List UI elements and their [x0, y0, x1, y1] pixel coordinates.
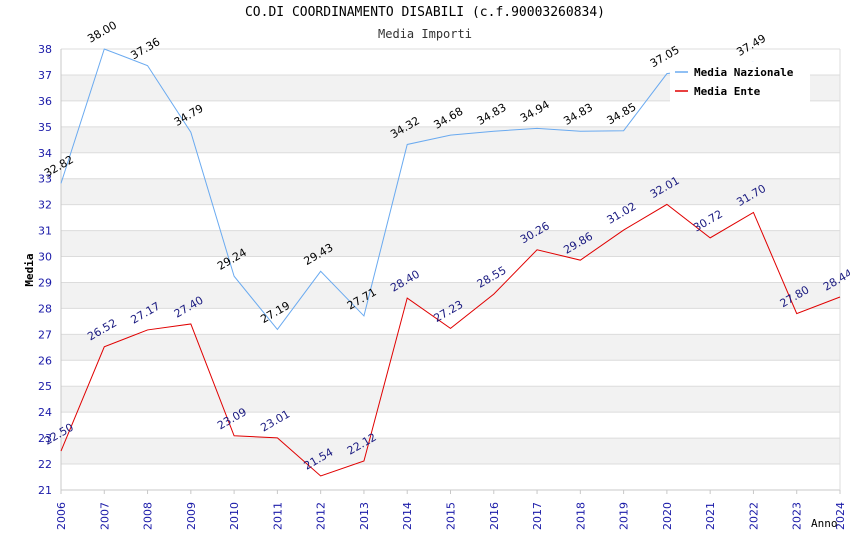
- y-tick-label: 29: [38, 276, 52, 289]
- data-label: 34.79: [172, 102, 206, 129]
- x-tick-label: 2009: [185, 502, 198, 530]
- x-tick-label: 2008: [142, 502, 155, 530]
- y-tick-labels: 21 22 23 24 25 26 27 28 29 30 31 32 33 34 35 36 37 38: [38, 43, 52, 497]
- x-tick-label: 2022: [747, 502, 760, 530]
- x-axis-label: Anno: [811, 517, 838, 530]
- y-tick-label: 32: [38, 199, 52, 212]
- y-tick-label: 24: [38, 406, 52, 419]
- legend-box: [670, 62, 810, 102]
- x-tick-label: 2020: [661, 502, 674, 530]
- grid-band: [61, 282, 840, 309]
- y-tick-label: 37: [38, 69, 52, 82]
- series-line-media-ente: [60, 203, 841, 477]
- data-label: 34.94: [518, 98, 552, 125]
- grid-band: [61, 126, 840, 153]
- data-label: 38.00: [85, 19, 119, 46]
- x-tick-label: 2006: [55, 502, 68, 530]
- y-tick-label: 34: [38, 147, 52, 160]
- legend-label: Media Ente: [694, 85, 761, 98]
- x-tick-label: 2014: [401, 502, 414, 530]
- y-tick-label: 35: [38, 121, 52, 134]
- x-tick-label: 2021: [704, 502, 717, 530]
- y-tick-label: 26: [38, 354, 52, 367]
- grid-band: [61, 438, 840, 465]
- x-tick-label: 2018: [574, 502, 587, 530]
- y-tick-label: 38: [38, 43, 52, 56]
- series-lines: [60, 48, 841, 477]
- y-tick-label: 22: [38, 458, 52, 471]
- data-label: 37.49: [734, 32, 768, 59]
- x-tick-label: 2007: [98, 502, 111, 530]
- y-tick-label: 33: [38, 173, 52, 186]
- chart-subtitle: Media Importi: [378, 27, 472, 41]
- y-tick-label: 30: [38, 251, 52, 264]
- grid-band: [61, 230, 840, 257]
- chart-title: CO.DI COORDINAMENTO DISABILI (c.f.900032…: [244, 5, 606, 20]
- y-tick-label: 23: [38, 432, 52, 445]
- grid-bands: [61, 74, 840, 465]
- y-tick-label: 21: [38, 484, 52, 497]
- series-line-media-nazionale: [60, 48, 754, 331]
- x-tick-label: 2024: [834, 502, 847, 530]
- data-label: 34.83: [475, 101, 509, 128]
- y-tick-label: 36: [38, 95, 52, 108]
- y-tick-label: 27: [38, 328, 52, 341]
- y-tick-label: 25: [38, 380, 52, 393]
- legend-label: Media Nazionale: [694, 66, 794, 79]
- grid-band: [61, 334, 840, 361]
- legend: Media Nazionale Media Ente: [670, 62, 810, 102]
- y-tick-label: 31: [38, 225, 52, 238]
- x-tick-label: 2010: [228, 502, 241, 530]
- x-tick-label: 2015: [445, 502, 458, 530]
- x-tick-label: 2012: [315, 502, 328, 530]
- y-tick-label: 28: [38, 302, 52, 315]
- x-tick-labels: 2006 2007 2008 2009 2010 2011 2012 2013 2014 2015…: [55, 490, 847, 530]
- grid-band: [61, 386, 840, 413]
- x-tick-label: 2011: [271, 502, 284, 530]
- data-label: 34.85: [605, 100, 639, 127]
- y-axis-label: Media: [23, 253, 36, 286]
- data-label: 37.36: [129, 35, 163, 62]
- x-tick-label: 2016: [488, 502, 501, 530]
- grid-band: [61, 178, 840, 205]
- x-tick-label: 2019: [618, 502, 631, 530]
- x-tick-label: 2017: [531, 502, 544, 530]
- x-tick-label: 2023: [791, 502, 804, 530]
- x-tick-label: 2013: [358, 502, 371, 530]
- data-label: 34.83: [561, 101, 595, 128]
